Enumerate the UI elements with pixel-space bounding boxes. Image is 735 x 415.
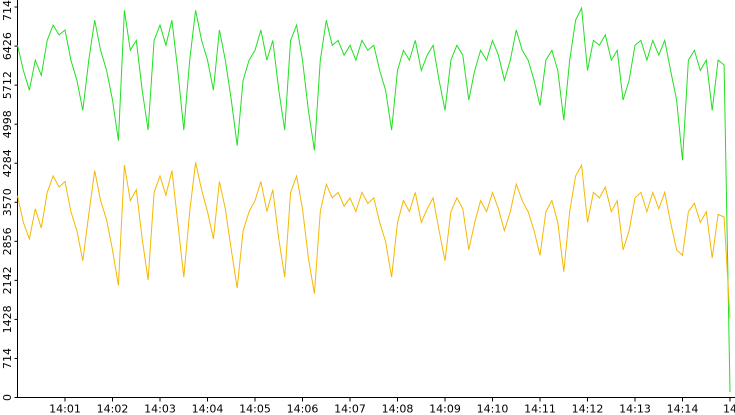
x-tick-label: 14:12 (572, 403, 604, 415)
x-tick-label: 14:13 (619, 403, 651, 415)
y-tick-label: 5712 (1, 71, 14, 99)
x-tick-label: 14:03 (144, 403, 176, 415)
x-tick-label: 14:08 (382, 403, 414, 415)
x-tick-label: 14:06 (287, 403, 319, 415)
x-tick-label: 14:11 (524, 403, 556, 415)
x-tick-label: 14:14 (667, 403, 699, 415)
series-line (17, 6, 731, 393)
y-tick-label: 4284 (1, 149, 14, 177)
x-tick-label: 14:05 (239, 403, 271, 415)
y-tick-label: 1428 (1, 305, 14, 333)
x-tick-label: 14 (723, 403, 735, 415)
y-tick-label: 4998 (1, 110, 14, 138)
series-line (17, 162, 731, 319)
x-tick-label: 14:07 (334, 403, 366, 415)
y-tick-label: 0 (1, 394, 14, 401)
y-tick-label: 2142 (1, 266, 14, 294)
y-tick-label: 714 (1, 348, 14, 369)
y-tick-label: 6426 (1, 32, 14, 60)
x-tick-label: 14:09 (429, 403, 461, 415)
x-tick-label: 14:10 (477, 403, 509, 415)
y-tick-label: 3570 (1, 188, 14, 216)
y-tick-label: 7141 (1, 0, 14, 21)
x-tick-label: 14:01 (49, 403, 81, 415)
y-tick-label: 2856 (1, 227, 14, 255)
x-tick-label: 14:02 (97, 403, 129, 415)
x-tick-label: 14:04 (192, 403, 224, 415)
